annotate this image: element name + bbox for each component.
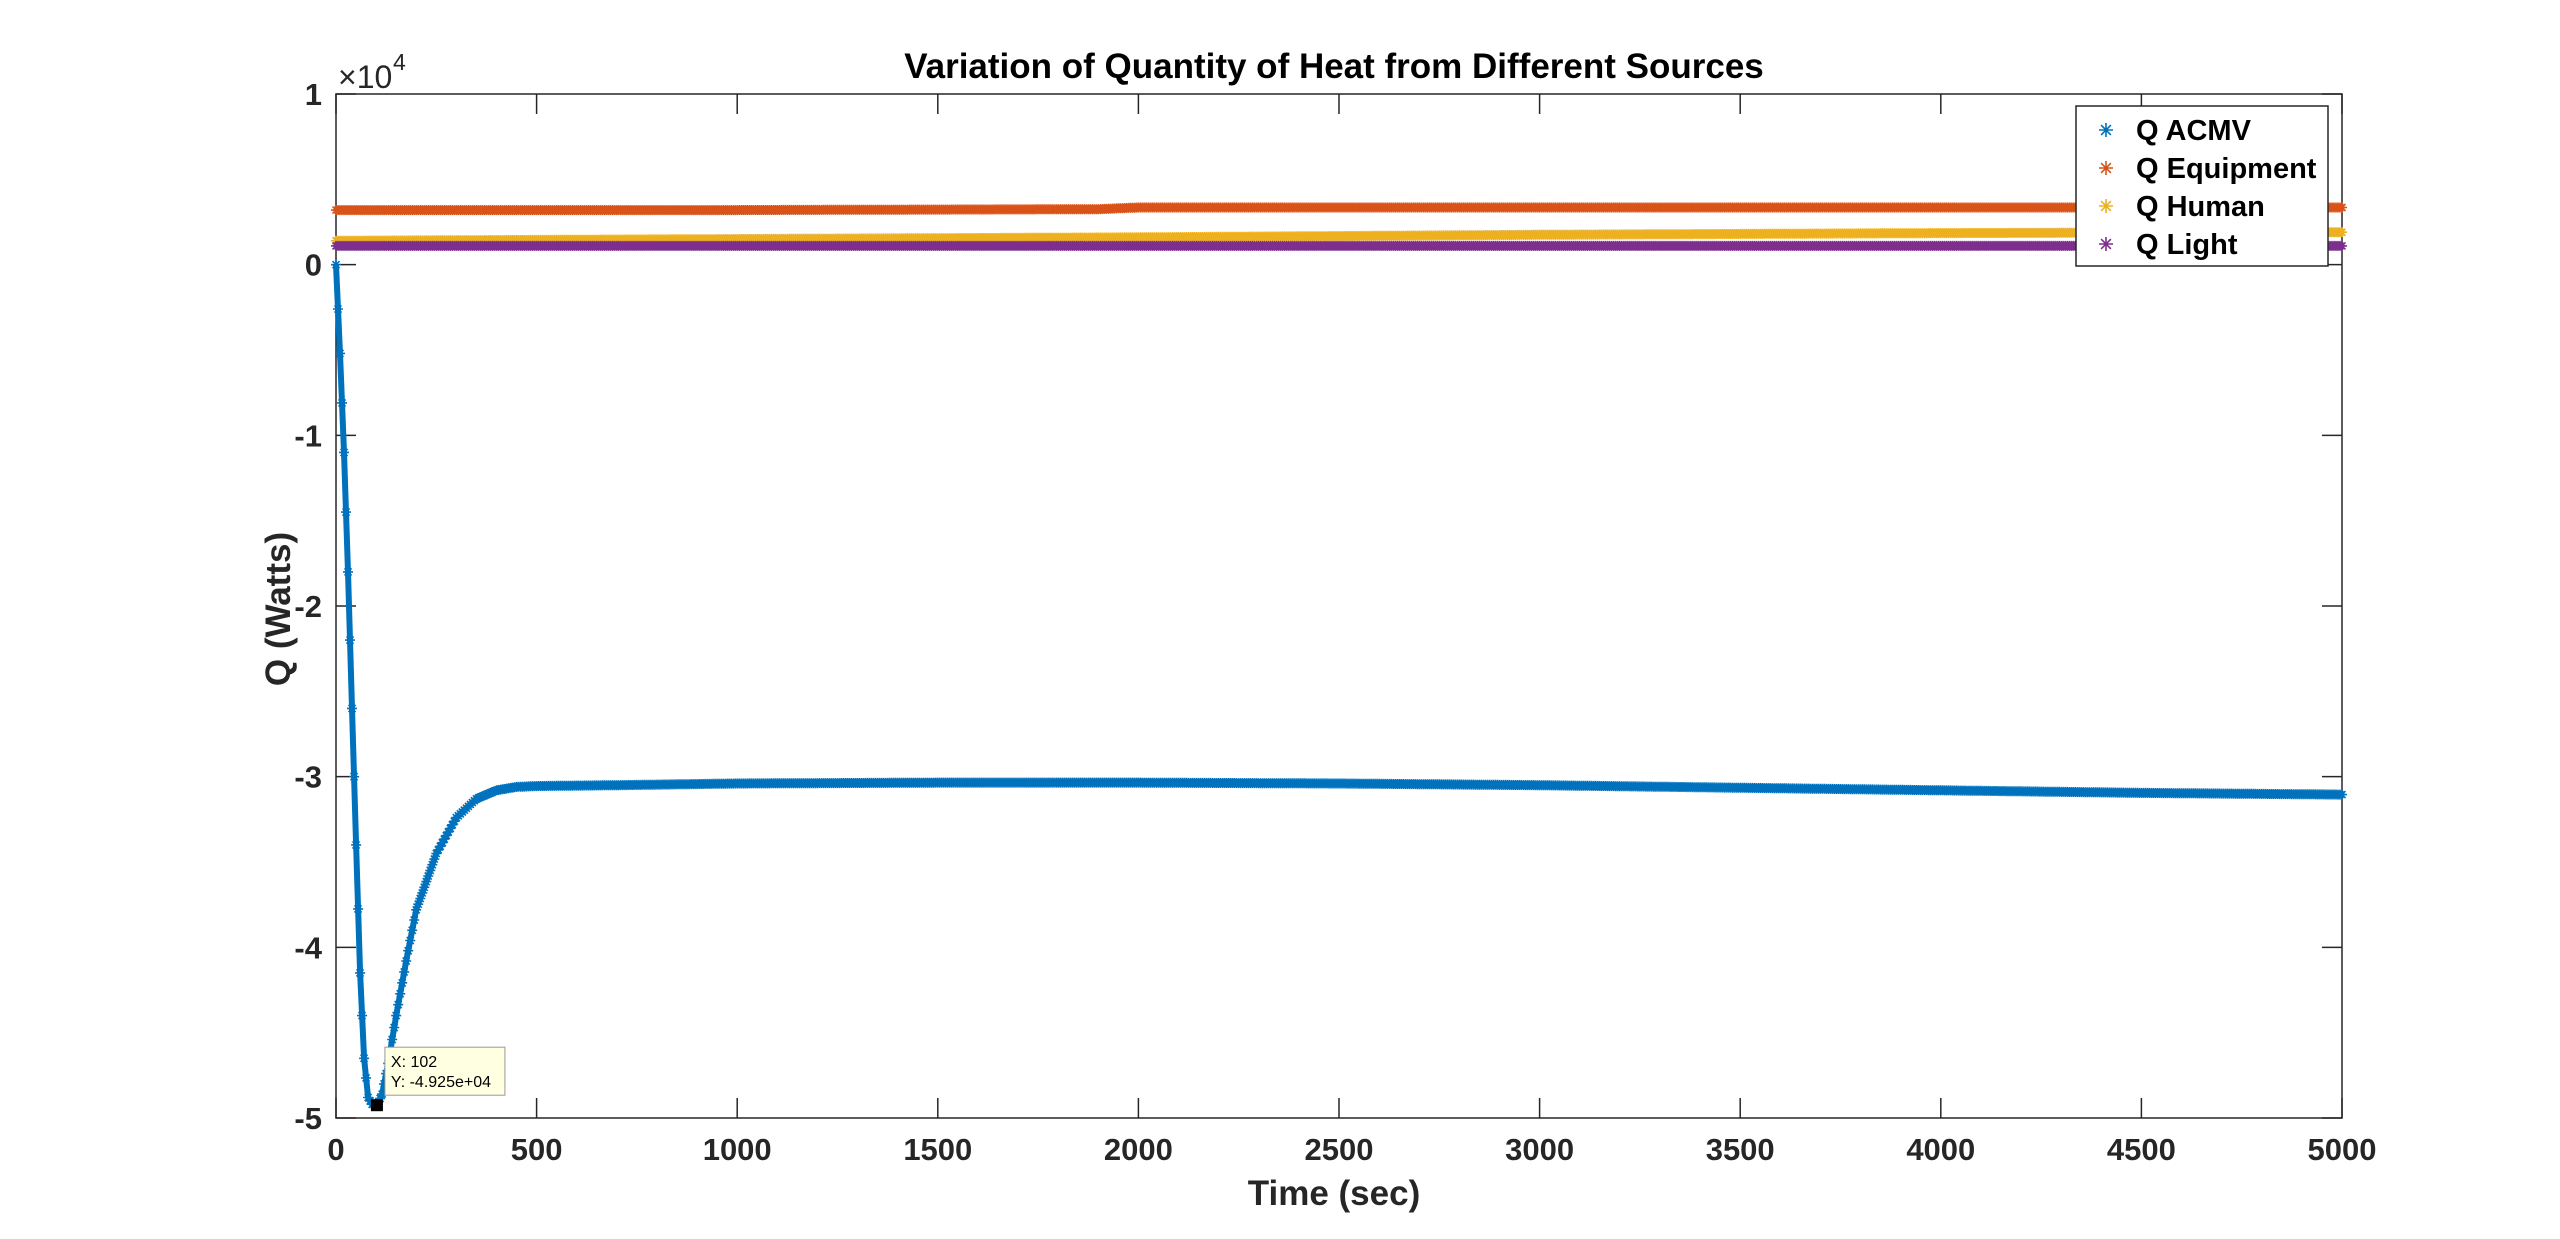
x-tick-label: 5000 (2308, 1132, 2377, 1167)
data-tip[interactable]: X: 102 Y: -4.925e+04 (370, 1046, 506, 1112)
series-line (336, 203, 2342, 215)
y-axis-label: Q (Watts) (259, 532, 298, 686)
series-q-light (331, 240, 2347, 251)
x-tick-label: 1500 (903, 1132, 972, 1167)
legend[interactable]: Q ACMV Q Equipment Q Human Q Light (2075, 105, 2329, 267)
y-tick-label: 1 (305, 77, 322, 112)
data-tip-box (384, 1046, 506, 1096)
y-tick-label: -3 (294, 760, 322, 795)
y-tick-label: 0 (305, 248, 322, 283)
legend-label: Q Human (2136, 191, 2265, 223)
series-q-human (331, 227, 2347, 246)
legend-item[interactable]: Q Light (2099, 229, 2238, 261)
x-tick-label: 4000 (1906, 1132, 1975, 1167)
x-axis-label: Time (sec) (1248, 1174, 1421, 1213)
legend-box (2075, 105, 2329, 267)
plot-area: 0 500 1000 1500 2000 2500 3000 3500 4000 4500 5000… (294, 77, 2376, 1167)
legend-item[interactable]: Q Human (2099, 191, 2265, 223)
legend-marker (2099, 123, 2113, 137)
legend-marker (2099, 161, 2113, 175)
legend-label: Q ACMV (2136, 115, 2252, 147)
x-tick-label: 0 (327, 1132, 344, 1167)
chart-title: Variation of Quantity of Heat from Diffe… (904, 47, 1764, 86)
y-exponent-base: ×10 (338, 59, 392, 95)
x-tick-label: 4500 (2107, 1132, 2176, 1167)
x-tick-label: 2500 (1305, 1132, 1374, 1167)
axes-box (335, 93, 2343, 1119)
x-tick-label: 2000 (1104, 1132, 1173, 1167)
series-line (335, 228, 2343, 245)
y-tick-label: -5 (294, 1101, 322, 1136)
y-exponent-power: 4 (393, 49, 406, 75)
data-tip-marker (370, 1099, 383, 1112)
x-tick-label: 3500 (1706, 1132, 1775, 1167)
y-tick-label: -4 (294, 930, 322, 965)
series-line (333, 264, 2343, 1109)
data-tip-x-label: X: 102 (391, 1054, 437, 1071)
y-tick-label: -1 (294, 418, 322, 453)
series-q-acmv (331, 259, 2347, 1111)
y-exponent-label: ×10 4 (338, 49, 406, 95)
y-tick-label: -2 (294, 589, 322, 624)
legend-item[interactable]: Q ACMV (2099, 115, 2252, 147)
x-tick-label: 1000 (703, 1132, 772, 1167)
legend-marker (2099, 237, 2113, 251)
legend-label: Q Equipment (2136, 153, 2317, 185)
x-tick-label: 500 (511, 1132, 563, 1167)
x-tick-label: 3000 (1505, 1132, 1574, 1167)
legend-label: Q Light (2136, 229, 2238, 261)
legend-marker (2099, 199, 2113, 213)
data-tip-y-label: Y: -4.925e+04 (391, 1074, 491, 1091)
legend-item[interactable]: Q Equipment (2099, 153, 2317, 185)
